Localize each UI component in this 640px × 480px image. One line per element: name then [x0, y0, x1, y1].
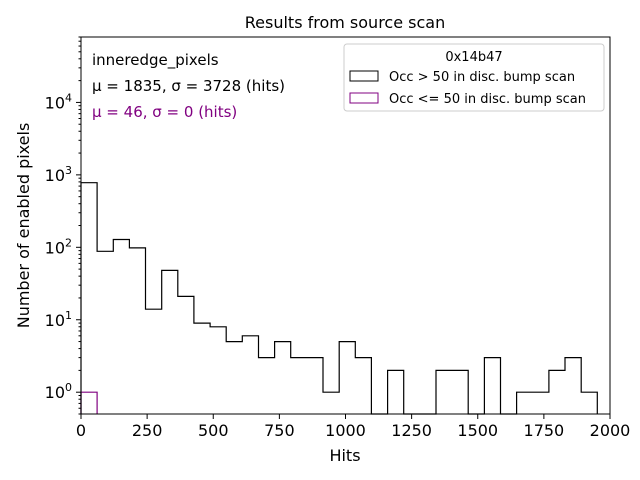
legend-swatch-occ-high — [349, 70, 379, 82]
x-tick-label: 1750 — [524, 421, 565, 440]
series-0-outline — [80, 182, 598, 415]
series-layer — [80, 182, 598, 415]
legend-entry-occ-low: Occ <= 50 in disc. bump scan — [389, 92, 586, 107]
legend-box — [343, 43, 605, 112]
y-tick-label: 102 — [45, 236, 72, 257]
x-tick-label: 1500 — [457, 421, 498, 440]
annotation-stats-secondary: μ = 46, σ = 0 (hits) — [92, 103, 237, 121]
annotation-stats-main: μ = 1835, σ = 3728 (hits) — [92, 77, 285, 95]
legend-entry-occ-high: Occ > 50 in disc. bump scan — [389, 70, 575, 85]
y-tick-label: 103 — [45, 164, 72, 185]
x-axis: 0 250 500 750 1000 1250 1500 1750 2000 — [76, 414, 630, 440]
y-axis: 100 101 102 103 104 — [45, 36, 81, 415]
x-tick-label: 750 — [264, 421, 295, 440]
chart-title: Results from source scan — [245, 13, 445, 32]
y-tick-label: 101 — [45, 309, 72, 330]
x-tick-label: 250 — [132, 421, 163, 440]
x-axis-label: Hits — [329, 446, 360, 465]
annotation-region-name: inneredge_pixels — [92, 51, 219, 70]
series-1-outline — [80, 391, 98, 414]
x-tick-label: 500 — [198, 421, 229, 440]
x-tick-label: 1250 — [391, 421, 432, 440]
y-tick-label: 104 — [45, 91, 72, 112]
x-tick-label: 1000 — [325, 421, 366, 440]
legend-swatch-occ-low — [349, 92, 379, 104]
y-axis-label: Number of enabled pixels — [14, 123, 33, 329]
x-tick-label: 0 — [76, 421, 86, 440]
y-tick-label: 100 — [45, 381, 72, 402]
x-tick-label: 2000 — [590, 421, 631, 440]
legend: 0x14b47 Occ > 50 in disc. bump scan Occ … — [343, 43, 605, 112]
legend-title: 0x14b47 — [445, 50, 502, 65]
